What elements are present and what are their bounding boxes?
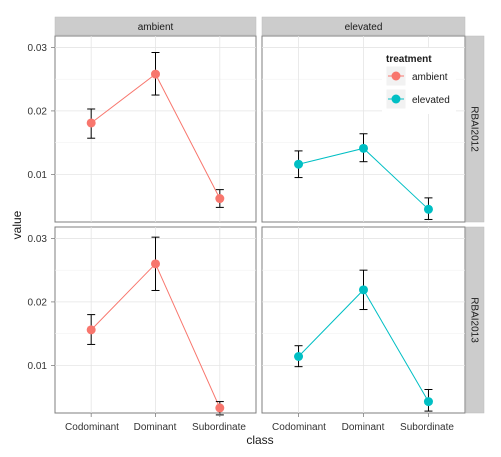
x-tick-label-right-codominant: Codominant <box>272 422 326 433</box>
data-point-ambient <box>86 118 96 128</box>
data-point-elevated <box>423 204 433 214</box>
legend-title: treatment <box>386 54 432 65</box>
x-tick-label-left-subordinate: Subordinate <box>192 422 246 433</box>
panel-rbai2013-ambient <box>54 226 257 417</box>
y-tick-label: 0.03 <box>28 43 48 54</box>
strip-label-ambient: ambient <box>138 22 174 33</box>
data-point-ambient <box>215 403 225 413</box>
data-point-elevated <box>359 285 368 295</box>
strip-label-rbai2013: RBAI2013 <box>469 297 480 343</box>
panel-rbai2013-elevated <box>261 226 466 417</box>
data-point-elevated <box>359 143 368 153</box>
y-axis-title: value <box>10 210 24 239</box>
y-tick-label: 0.01 <box>28 170 48 181</box>
data-point-ambient <box>86 325 96 335</box>
data-point-ambient <box>151 69 160 79</box>
data-point-ambient <box>151 259 160 269</box>
row-strips: RBAI2012 RBAI2013 <box>465 35 485 414</box>
strip-rbai2013-bg <box>465 226 485 414</box>
data-point-elevated <box>294 352 304 362</box>
x-axis-title: class <box>246 433 273 447</box>
data-point-elevated <box>423 397 433 407</box>
y-tick-label: 0.02 <box>28 297 48 308</box>
x-tick-label-left-dominant: Dominant <box>134 422 177 433</box>
y-tick-label: 0.01 <box>28 361 48 372</box>
legend: treatment ambient elevated <box>382 48 456 114</box>
x-tick-labels: Codominant Dominant Subordinate Codomina… <box>65 422 454 433</box>
x-tick-label-right-subordinate: Subordinate <box>400 422 454 433</box>
strip-rbai2012-bg <box>465 35 485 223</box>
y-tick-label: 0.02 <box>28 106 48 117</box>
legend-key-ambient-point <box>391 71 401 81</box>
strip-elevated-bg <box>261 16 466 36</box>
strip-label-rbai2012: RBAI2012 <box>469 106 480 152</box>
legend-key-elevated-point <box>391 94 401 104</box>
y-tick-label: 0.03 <box>28 234 48 245</box>
strip-label-elevated: elevated <box>345 22 383 33</box>
data-point-ambient <box>215 194 225 204</box>
y-tick-labels: 0.01 0.02 0.03 0.01 0.02 0.03 <box>28 43 55 372</box>
x-tick-label-right-dominant: Dominant <box>342 422 385 433</box>
legend-label-elevated: elevated <box>412 95 450 106</box>
panel-rbai2012-ambient <box>54 35 257 223</box>
strip-ambient-bg <box>54 16 257 36</box>
x-tick-label-left-codominant: Codominant <box>65 422 119 433</box>
column-strips: ambient elevated <box>54 16 466 36</box>
data-point-elevated <box>294 159 304 169</box>
legend-label-ambient: ambient <box>412 72 448 83</box>
